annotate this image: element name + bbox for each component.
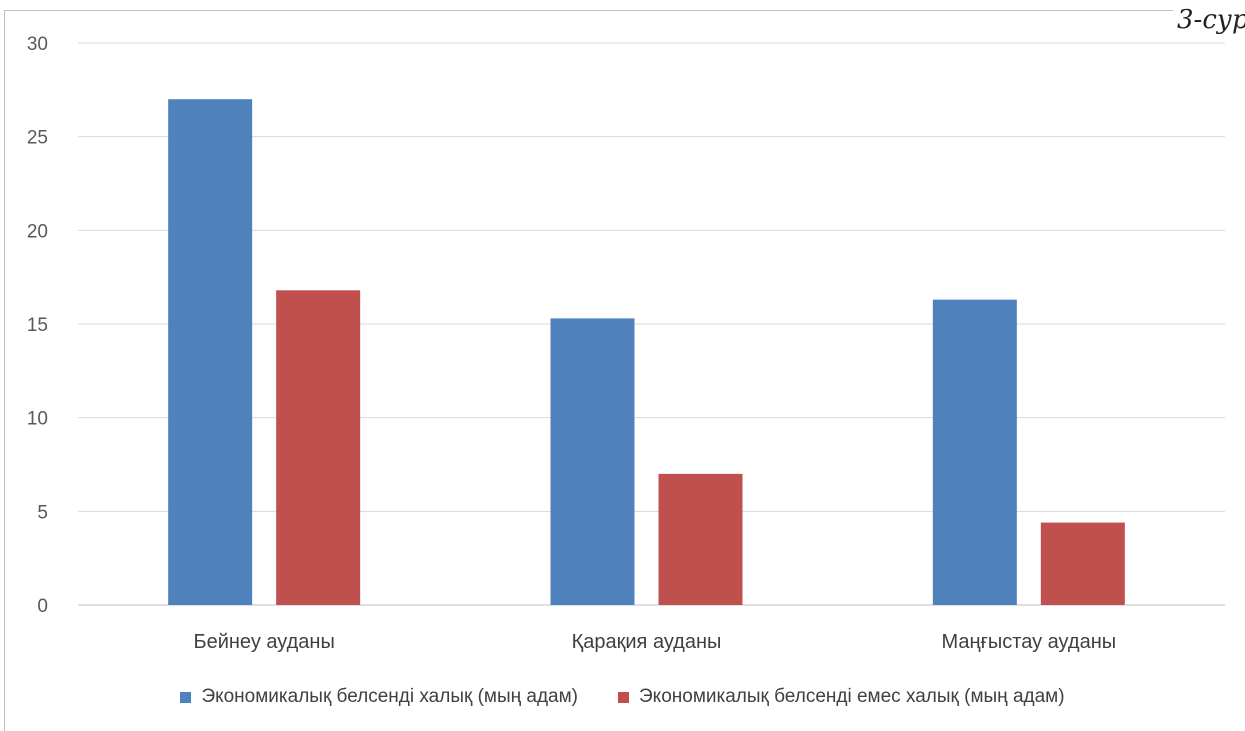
- x-axis: Бейнеу ауданы Қарақия ауданы Маңғыстау ауд…: [193, 631, 1116, 653]
- bar-active-0: [168, 99, 253, 605]
- figure-label: 3-сурет: [1173, 5, 1245, 35]
- y-tick-label: 25: [27, 128, 48, 149]
- bar-inactive-2: [1040, 522, 1125, 605]
- chart-frame: 3-сурет: [4, 5, 1245, 731]
- y-tick-label: 20: [27, 221, 48, 242]
- y-tick-label: 10: [27, 409, 48, 430]
- gridlines: [78, 42, 1225, 606]
- x-category-label: Маңғыстау ауданы: [942, 631, 1117, 653]
- bar-active-1: [550, 318, 635, 605]
- y-tick-label: 15: [27, 315, 48, 336]
- legend-item-inactive: Экономикалық белсенді емес халық (мың ад…: [618, 686, 1065, 708]
- bar-inactive-0: [276, 290, 361, 605]
- x-category-label: Қарақия ауданы: [572, 631, 722, 653]
- legend-item-active: Экономикалық белсенді халық (мың адам): [180, 686, 578, 708]
- legend-swatch-blue: [180, 691, 192, 703]
- bars: [168, 99, 1125, 605]
- legend: Экономикалық белсенді халық (мың адам) Э…: [0, 682, 1245, 712]
- y-tick-label: 5: [37, 502, 48, 523]
- bar-active-2: [932, 299, 1017, 605]
- legend-label-inactive: Экономикалық белсенді емес халық (мың ад…: [639, 686, 1065, 707]
- y-tick-label: 30: [27, 34, 48, 55]
- bar-inactive-1: [658, 473, 743, 605]
- y-axis: 0 5 10 15 20 25 30: [27, 34, 48, 617]
- legend-label-active: Экономикалық белсенді халық (мың адам): [201, 686, 579, 707]
- y-tick-label: 0: [37, 596, 48, 617]
- legend-swatch-red: [618, 691, 630, 703]
- x-category-label: Бейнеу ауданы: [193, 631, 334, 653]
